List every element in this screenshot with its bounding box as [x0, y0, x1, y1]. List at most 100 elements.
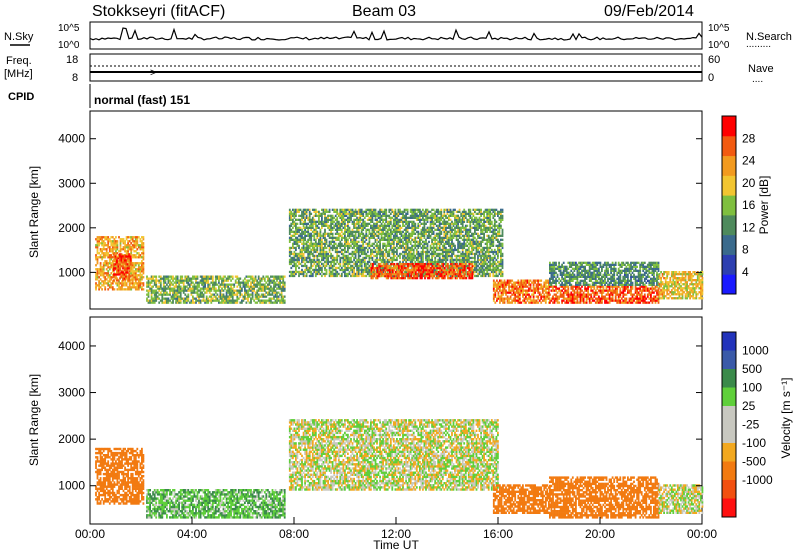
echo-cell — [234, 281, 237, 284]
echo-cell — [382, 254, 384, 258]
echo-cell — [445, 220, 447, 223]
echo-cell — [124, 246, 126, 249]
echo-cell — [185, 281, 188, 284]
echo-cell — [493, 224, 496, 227]
echo-cell — [104, 254, 107, 257]
echo-cell — [353, 214, 355, 217]
echo-cell — [443, 228, 446, 231]
echo-cell — [464, 252, 467, 256]
echo-cell — [350, 274, 352, 278]
echo-cell — [391, 256, 394, 260]
echo-cell — [296, 260, 299, 264]
echo-cell — [432, 216, 435, 219]
echo-cell — [347, 268, 349, 272]
echo-cell — [321, 256, 323, 260]
echo-cell — [127, 288, 129, 291]
echo-cell — [288, 238, 291, 241]
echo-cell — [362, 236, 365, 239]
echo-cell — [402, 246, 404, 250]
echo-cell — [466, 230, 469, 233]
echo-cell — [108, 278, 111, 281]
echo-cell — [270, 293, 272, 296]
echo-cell — [299, 232, 302, 235]
echo-cell — [376, 242, 378, 245]
echo-cell — [179, 293, 182, 296]
echo-cell — [420, 256, 423, 260]
echo-cell — [99, 266, 102, 269]
echo-cell — [490, 258, 493, 262]
echo-cell — [295, 236, 297, 239]
echo-cell — [458, 266, 461, 270]
echo-cell — [324, 242, 326, 245]
echo-cell — [396, 252, 398, 256]
echo-cell — [403, 238, 406, 241]
echo-cell — [445, 246, 447, 250]
echo-cell — [431, 216, 433, 219]
echo-cell — [399, 254, 401, 258]
echo-cell — [117, 255, 120, 258]
echo-cell — [179, 281, 182, 284]
echo-cell — [394, 250, 397, 254]
echo-cell — [377, 224, 380, 227]
echo-cell — [292, 220, 294, 223]
echo-cell — [304, 262, 306, 266]
echo-cell — [474, 232, 476, 235]
echo-cell — [179, 301, 182, 304]
echo-cell — [490, 236, 493, 239]
echo-cell — [469, 228, 472, 231]
echo-cell — [222, 281, 225, 284]
echo-cell — [396, 212, 398, 215]
echo-cell — [435, 274, 438, 278]
echo-cell — [244, 281, 246, 284]
echo-cell — [248, 275, 251, 278]
echo-cell — [449, 222, 452, 225]
echo-cell — [187, 297, 190, 300]
echo-cell — [486, 234, 489, 237]
echo-cell — [443, 262, 446, 266]
echo-cell — [104, 242, 107, 245]
echo-cell — [133, 236, 136, 239]
echo-cell — [423, 272, 426, 276]
echo-cell — [500, 254, 502, 258]
echo-cell — [347, 224, 349, 227]
echo-cell — [464, 232, 467, 235]
echo-cell — [219, 295, 222, 298]
echo-cell — [472, 268, 475, 272]
echo-cell — [379, 218, 381, 221]
echo-cell — [290, 216, 293, 219]
echo-cell — [480, 248, 482, 252]
echo-cell — [466, 232, 469, 235]
echo-cell — [321, 214, 323, 217]
echo-cell — [108, 248, 111, 251]
echo-cell — [446, 238, 449, 241]
echo-cell — [451, 212, 453, 215]
echo-cell — [324, 222, 326, 225]
echo-cell — [388, 208, 391, 211]
echo-cell — [492, 268, 495, 272]
echo-cell — [318, 232, 320, 235]
echo-cell — [172, 287, 174, 290]
echo-cell — [96, 276, 99, 279]
echo-cell — [333, 268, 336, 272]
echo-cell — [406, 258, 409, 262]
echo-cell — [374, 210, 377, 213]
echo-cell — [128, 248, 131, 251]
echo-cell — [107, 280, 110, 283]
echo-cell — [464, 234, 467, 237]
echo-cell — [208, 295, 211, 298]
echo-cell — [139, 268, 142, 271]
echo-cell — [196, 281, 199, 284]
echo-cell — [448, 240, 450, 243]
echo-cell — [176, 275, 179, 278]
echo-cell — [396, 240, 398, 243]
echo-cell — [443, 232, 446, 235]
echo-cell — [236, 277, 239, 280]
echo-cell — [478, 210, 481, 213]
echo-cell — [170, 295, 173, 298]
echo-cell — [339, 260, 342, 264]
echo-cell — [134, 286, 137, 289]
echo-cell — [316, 268, 319, 272]
echo-cell — [319, 252, 322, 256]
echo-cell — [493, 262, 496, 266]
echo-cell — [434, 256, 437, 260]
